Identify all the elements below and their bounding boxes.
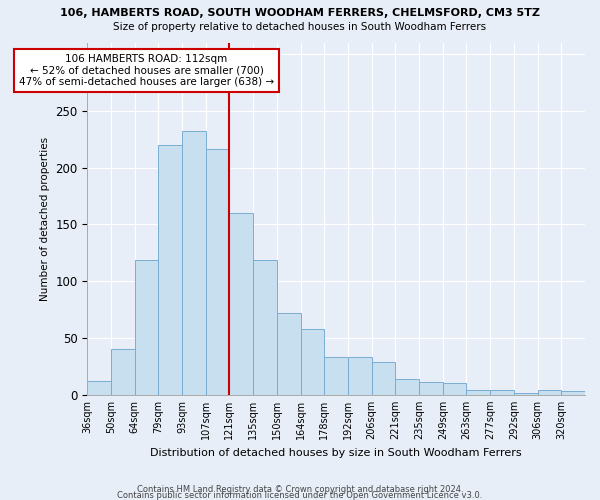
Bar (253, 260, 277, 395)
Bar (182, 131, 206, 395)
X-axis label: Distribution of detached houses by size in South Woodham Ferrers: Distribution of detached houses by size … (150, 448, 522, 458)
Bar (277, 313, 301, 395)
Bar (514, 392, 538, 395)
Bar (301, 329, 324, 395)
Text: Contains public sector information licensed under the Open Government Licence v3: Contains public sector information licen… (118, 490, 482, 500)
Bar (538, 390, 561, 395)
Bar (490, 390, 514, 395)
Text: Contains HM Land Registry data © Crown copyright and database right 2024.: Contains HM Land Registry data © Crown c… (137, 484, 463, 494)
Text: Size of property relative to detached houses in South Woodham Ferrers: Size of property relative to detached ho… (113, 22, 487, 32)
Bar (348, 358, 371, 395)
Bar (324, 358, 348, 395)
Bar (395, 379, 419, 395)
Bar (111, 350, 134, 395)
Bar (87, 381, 111, 395)
Y-axis label: Number of detached properties: Number of detached properties (40, 136, 50, 300)
Bar (134, 260, 158, 395)
Bar (371, 362, 395, 395)
Text: 106, HAMBERTS ROAD, SOUTH WOODHAM FERRERS, CHELMSFORD, CM3 5TZ: 106, HAMBERTS ROAD, SOUTH WOODHAM FERRER… (60, 8, 540, 18)
Bar (466, 390, 490, 395)
Text: 106 HAMBERTS ROAD: 112sqm
← 52% of detached houses are smaller (700)
47% of semi: 106 HAMBERTS ROAD: 112sqm ← 52% of detac… (19, 54, 274, 87)
Bar (443, 384, 466, 395)
Bar (206, 150, 229, 395)
Bar (419, 382, 443, 395)
Bar (229, 213, 253, 395)
Bar (561, 392, 585, 395)
Bar (158, 145, 182, 395)
